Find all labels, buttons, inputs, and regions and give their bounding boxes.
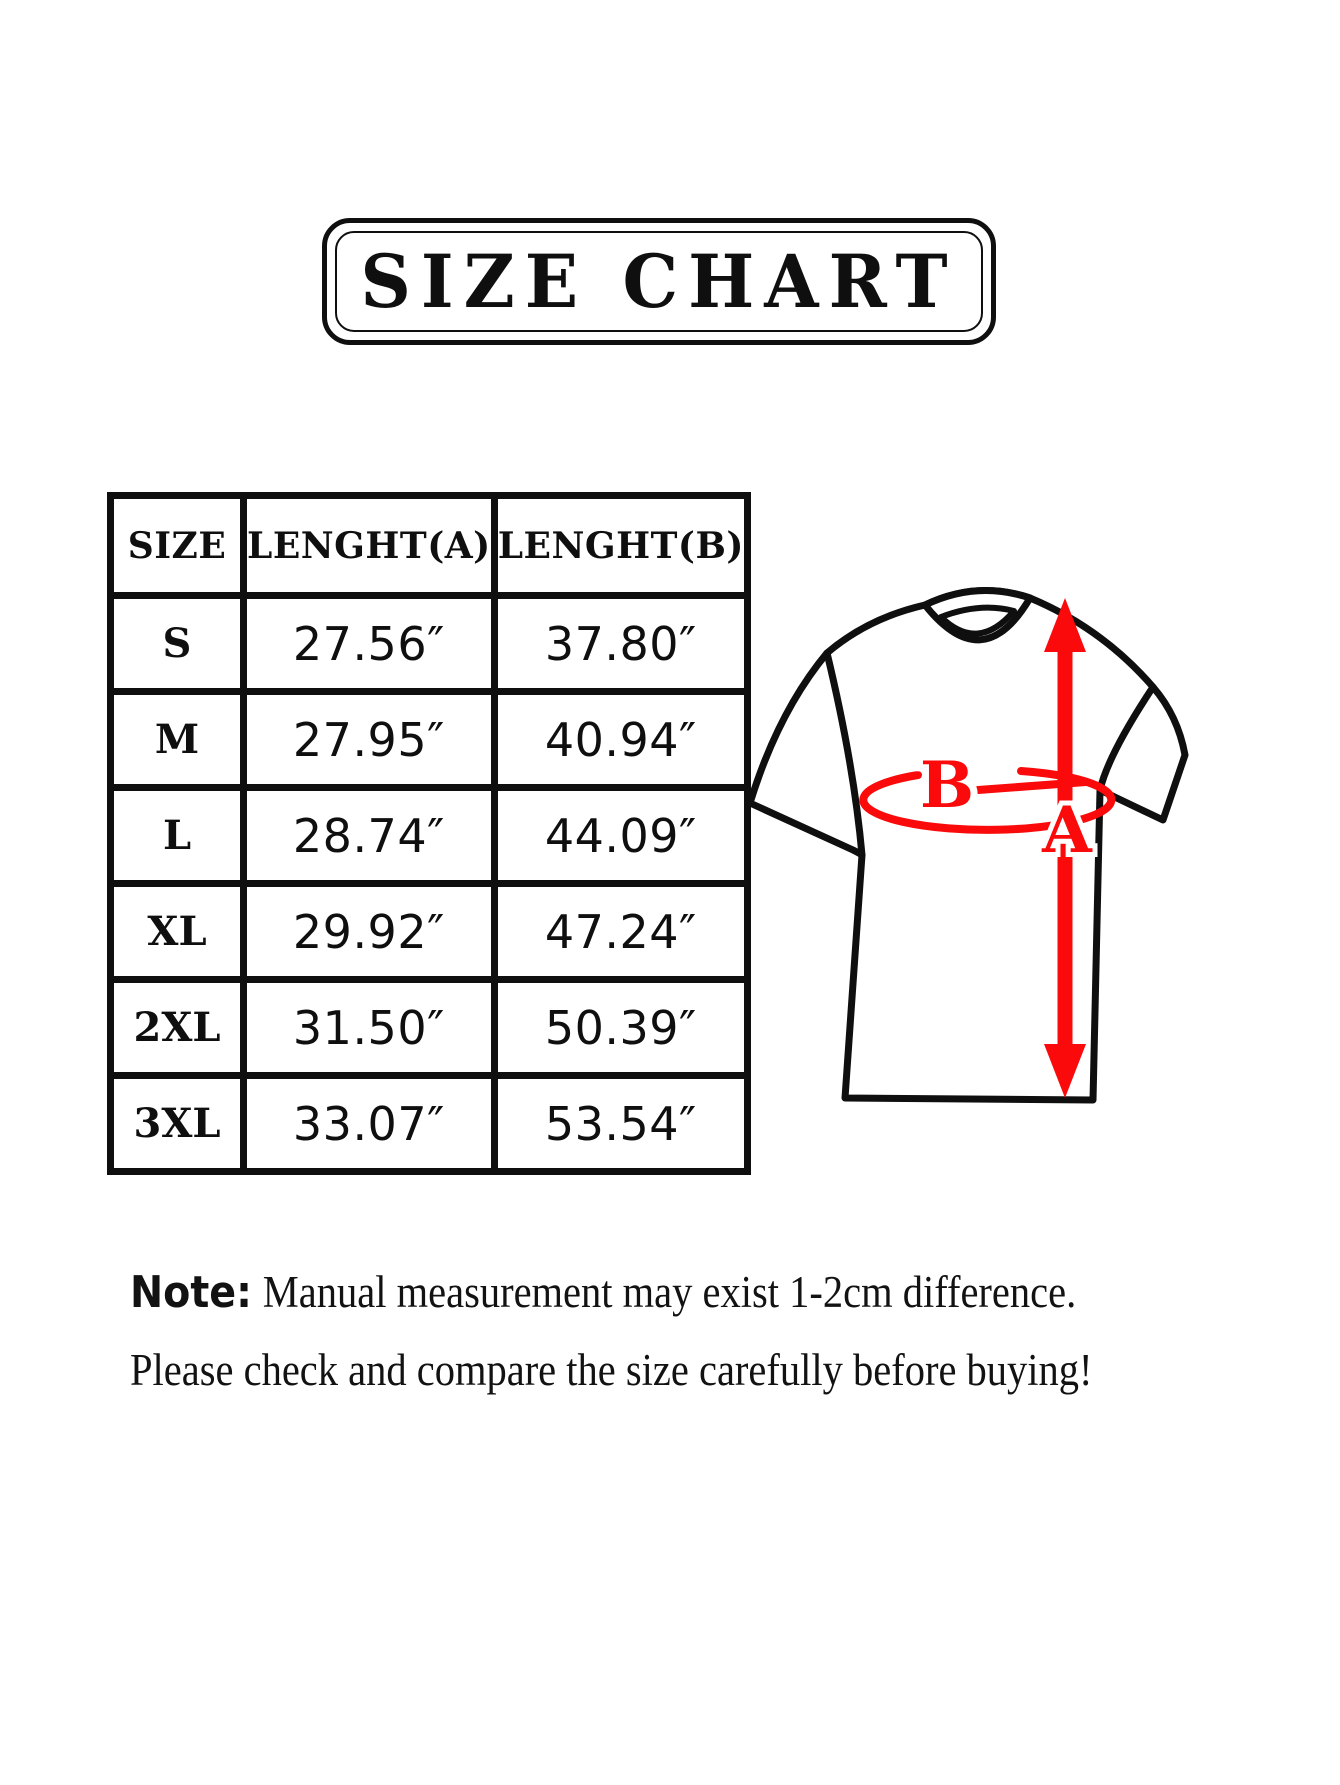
chest-girth-ellipse [859, 767, 1116, 834]
size-label: L [107, 784, 247, 887]
right-sleeve-seam [1096, 683, 1157, 794]
note-line-1: Note: Manual measurement may exist 1-2cm … [130, 1266, 1076, 1318]
tshirt-measurement-diagram: B A [746, 587, 1189, 1104]
length-a-value: 27.95″ [240, 688, 498, 791]
left-sleeve-seam [823, 649, 866, 859]
note-text-1: Manual measurement may exist 1-2cm diffe… [262, 1267, 1077, 1317]
length-b-value: 47.24″ [490, 880, 751, 983]
note-text-2: Please check and compare the size carefu… [130, 1345, 1093, 1395]
length-arrow-head-up [1044, 598, 1086, 652]
b-label-connector [974, 778, 1090, 794]
size-label: XL [107, 880, 247, 983]
collar-inner-opening [938, 604, 1017, 637]
tshirt-outline [746, 587, 1189, 1104]
size-table: SIZE LENGHT(A) LENGHT(B) S 27.56″ 37.80″… [107, 492, 751, 1175]
length-b-value: 50.39″ [490, 976, 751, 1079]
title-box: SIZE CHART [322, 218, 996, 345]
length-arrow-head-down [1044, 1044, 1086, 1098]
length-a-value: 31.50″ [240, 976, 498, 1079]
size-label: M [107, 688, 247, 791]
size-table-header-row: SIZE LENGHT(A) LENGHT(B) [107, 492, 751, 599]
label-b: B [920, 748, 974, 823]
table-row-l: L 28.74″ 44.09″ [107, 784, 751, 887]
note-line-2: Please check and compare the size carefu… [130, 1344, 1093, 1396]
note-prefix: Note: [130, 1267, 252, 1318]
size-label: 3XL [107, 1072, 247, 1175]
length-a-value: 27.56″ [240, 592, 498, 695]
length-b-value: 44.09″ [490, 784, 751, 887]
length-b-value: 37.80″ [490, 592, 751, 695]
table-row-s: S 27.56″ 37.80″ [107, 592, 751, 695]
length-b-value: 40.94″ [490, 688, 751, 791]
length-a-value: 28.74″ [240, 784, 498, 887]
header-length-b: LENGHT(B) [490, 492, 751, 599]
header-size: SIZE [107, 492, 247, 599]
size-label: S [107, 592, 247, 695]
length-b-value: 53.54″ [490, 1072, 751, 1175]
length-a-value: 29.92″ [240, 880, 498, 983]
page-title: SIZE CHART [360, 238, 958, 325]
table-row-3xl: 3XL 33.07″ 53.54″ [107, 1072, 751, 1175]
table-row-2xl: 2XL 31.50″ 50.39″ [107, 976, 751, 1079]
table-row-m: M 27.95″ 40.94″ [107, 688, 751, 791]
header-length-a: LENGHT(A) [240, 492, 498, 599]
table-row-xl: XL 29.92″ 47.24″ [107, 880, 751, 983]
length-a-value: 33.07″ [240, 1072, 498, 1175]
label-a: A [1041, 793, 1093, 868]
size-label: 2XL [107, 976, 247, 1079]
title-box-inner-border: SIZE CHART [335, 231, 983, 332]
